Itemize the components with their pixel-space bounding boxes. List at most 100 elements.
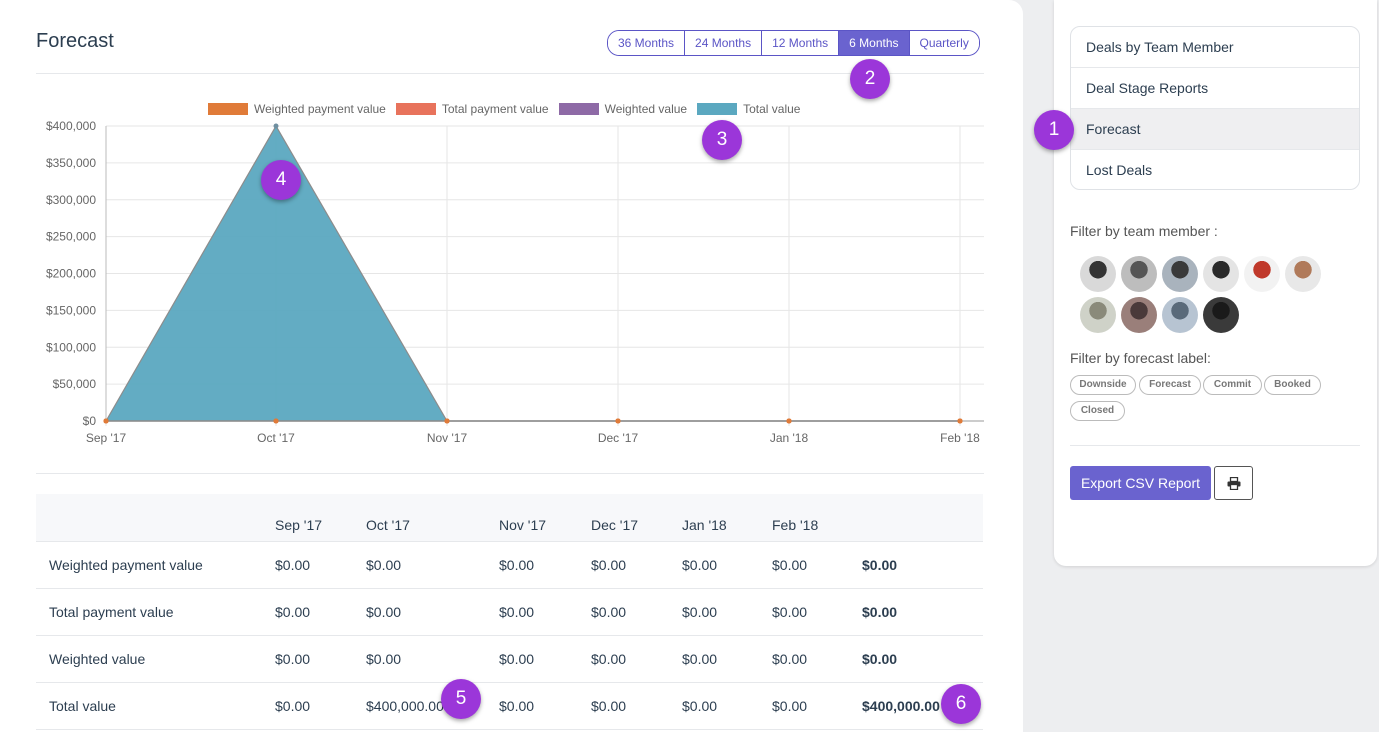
tag-closed[interactable]: Closed [1070,401,1125,421]
legend-item[interactable]: Total payment value [395,102,549,116]
range-24-months-button[interactable]: 24 Months [685,31,763,55]
x-tick-label: Nov '17 [427,431,468,445]
row-divider [36,682,983,683]
team-member-avatar[interactable] [1162,256,1198,292]
divider [36,473,984,474]
team-member-avatar[interactable] [1162,297,1198,333]
table-cell: $0.00 [275,698,311,714]
y-tick-label: $400,000 [46,119,96,133]
legend-label: Total payment value [441,102,549,116]
row-total: $0.00 [862,651,898,667]
table-cell: $0.00 [275,604,311,620]
chart-legend: Weighted payment value Total payment val… [208,102,810,116]
team-member-avatar[interactable] [1121,297,1157,333]
y-tick-label: $200,000 [46,267,96,281]
row-divider [36,635,983,636]
legend-swatch [395,103,436,115]
range-36-months-button[interactable]: 36 Months [608,31,686,55]
legend-item[interactable]: Total value [697,102,800,116]
legend-swatch [558,103,599,115]
row-label: Weighted value [49,651,146,667]
table-header [36,494,983,541]
step-marker: 6 [941,684,981,724]
data-point [273,418,279,424]
team-member-avatar[interactable] [1080,256,1116,292]
legend-label: Weighted value [604,102,688,116]
menu-item-forecast[interactable]: Forecast [1071,109,1359,150]
x-tick-label: Oct '17 [257,431,295,445]
table-cell: $0.00 [366,604,402,620]
table-cell: $0.00 [499,604,535,620]
legend-item[interactable]: Weighted payment value [208,102,386,116]
column-header: Sep '17 [275,517,323,533]
forecast-filter-label: Filter by forecast label: [1070,350,1211,366]
print-icon [1227,476,1240,490]
table-cell: $0.00 [591,557,627,573]
legend-item[interactable]: Weighted value [558,102,688,116]
table-cell: $0.00 [499,651,535,667]
legend-swatch [697,103,738,115]
y-tick-label: $300,000 [46,193,96,207]
table-cell: $0.00 [366,651,402,667]
team-member-avatar[interactable] [1203,256,1239,292]
data-point [444,418,450,424]
divider [36,73,984,74]
range-6-months-button[interactable]: 6 Months [839,31,910,55]
menu-item-deal-stage-reports[interactable]: Deal Stage Reports [1071,68,1359,109]
divider [1070,445,1360,446]
tag-commit[interactable]: Commit [1203,375,1262,395]
column-header: Oct '17 [366,517,410,533]
menu-item-deals-by-team-member[interactable]: Deals by Team Member [1071,27,1359,68]
table-cell: $0.00 [682,557,718,573]
table-cell: $0.00 [772,651,808,667]
data-point [273,123,279,129]
table-cell: $0.00 [682,604,718,620]
table-cell: $0.00 [772,557,808,573]
table-cell: $0.00 [682,698,718,714]
legend-label: Total value [743,102,801,116]
table-cell: $0.00 [499,698,535,714]
page-title: Forecast [36,30,114,52]
table-cell: $0.00 [591,651,627,667]
table-cell: $400,000.00 [366,698,444,714]
row-divider [36,588,983,589]
range-12-months-button[interactable]: 12 Months [762,31,840,55]
step-marker: 4 [261,160,301,200]
tag-downside[interactable]: Downside [1070,375,1136,395]
team-member-avatar[interactable] [1244,256,1280,292]
range-quarterly-button[interactable]: Quarterly [909,31,979,55]
data-point [786,418,792,424]
x-tick-label: Jan '18 [770,431,809,445]
table-cell: $0.00 [772,698,808,714]
tag-forecast[interactable]: Forecast [1139,375,1201,395]
x-tick-label: Sep '17 [86,431,127,445]
column-header: Jan '18 [682,517,727,533]
team-member-avatar[interactable] [1080,297,1116,333]
range-selector: 36 Months 24 Months 12 Months 6 Months Q… [607,30,980,56]
menu-item-lost-deals[interactable]: Lost Deals [1086,162,1153,178]
data-point [957,418,963,424]
table-cell: $0.00 [591,698,627,714]
team-member-avatar[interactable] [1121,256,1157,292]
y-tick-label: $250,000 [46,230,96,244]
y-tick-label: $100,000 [46,340,96,354]
table-cell: $0.00 [772,604,808,620]
team-member-avatar[interactable] [1285,256,1321,292]
export-csv-button[interactable]: Export CSV Report [1070,466,1211,500]
table-cell: $0.00 [275,557,311,573]
step-marker: 1 [1034,110,1074,150]
column-header: Feb '18 [772,517,819,533]
team-filter-label: Filter by team member : [1070,223,1218,239]
row-label: Total value [49,698,116,714]
team-member-avatar[interactable] [1203,297,1239,333]
print-button[interactable] [1214,466,1253,500]
column-header: Dec '17 [591,517,639,533]
report-menu: Deals by Team Member Deal Stage Reports … [1070,26,1360,190]
step-marker: 5 [441,679,481,719]
step-marker: 3 [702,120,742,160]
tag-booked[interactable]: Booked [1264,375,1321,395]
table-cell: $0.00 [275,651,311,667]
row-total: $400,000.00 [862,698,940,714]
column-header: Nov '17 [499,517,547,533]
series-area [106,126,960,421]
